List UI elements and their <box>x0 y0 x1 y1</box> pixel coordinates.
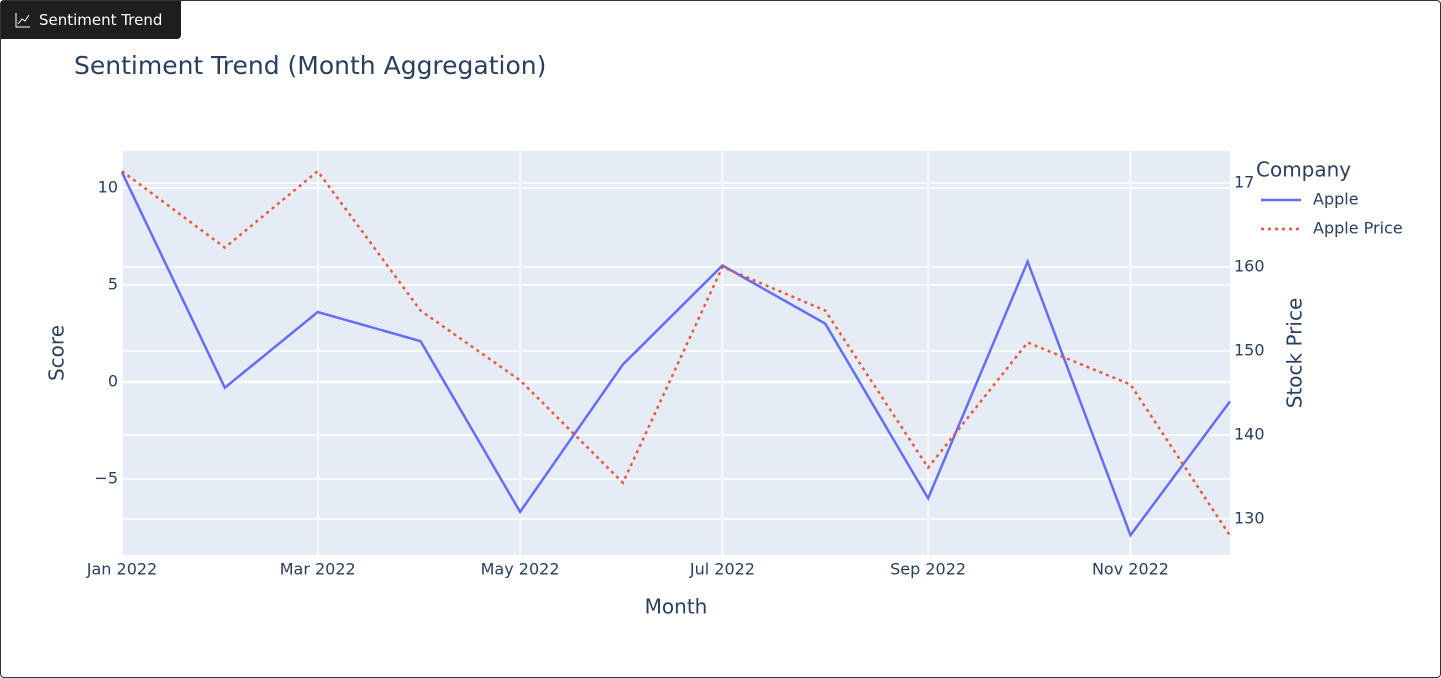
y-tick-label: 10 <box>98 177 118 196</box>
plot-area <box>122 151 1230 555</box>
tab[interactable]: Sentiment Trend <box>1 1 181 39</box>
y-axis-title: Score <box>45 325 69 381</box>
x-tick-label: May 2022 <box>481 560 560 579</box>
x-axis-title: Month <box>645 595 708 619</box>
tab-label: Sentiment Trend <box>39 11 163 29</box>
x-tick-label: Sep 2022 <box>890 560 966 579</box>
x-tick-label: Jul 2022 <box>689 560 755 579</box>
grid <box>121 151 1230 555</box>
y2-axis-title: Stock Price <box>1283 298 1307 409</box>
y2-tick-label: 17 <box>1234 172 1254 191</box>
legend-label: Apple Price <box>1313 219 1403 238</box>
legend-label: Apple <box>1313 190 1359 209</box>
y-tick-label: 0 <box>108 371 118 390</box>
chart-title: Sentiment Trend (Month Aggregation) <box>74 51 546 80</box>
y2-tick-label: 140 <box>1234 424 1265 443</box>
chart-icon <box>15 13 30 28</box>
y2-tick-label: 130 <box>1234 508 1265 527</box>
x-tick-label: Mar 2022 <box>280 560 356 579</box>
y-tick-label: −5 <box>94 468 118 487</box>
series-line <box>121 169 1232 537</box>
x-tick-label: Jan 2022 <box>86 560 157 579</box>
y2-tick-label: 160 <box>1234 256 1265 275</box>
series-line <box>120 171 1232 538</box>
marks <box>120 169 1232 538</box>
x-tick-label: Nov 2022 <box>1092 560 1169 579</box>
y2-tick-label: 150 <box>1234 340 1265 359</box>
legend-title: Company <box>1256 158 1351 182</box>
y-tick-label: 5 <box>108 274 118 293</box>
